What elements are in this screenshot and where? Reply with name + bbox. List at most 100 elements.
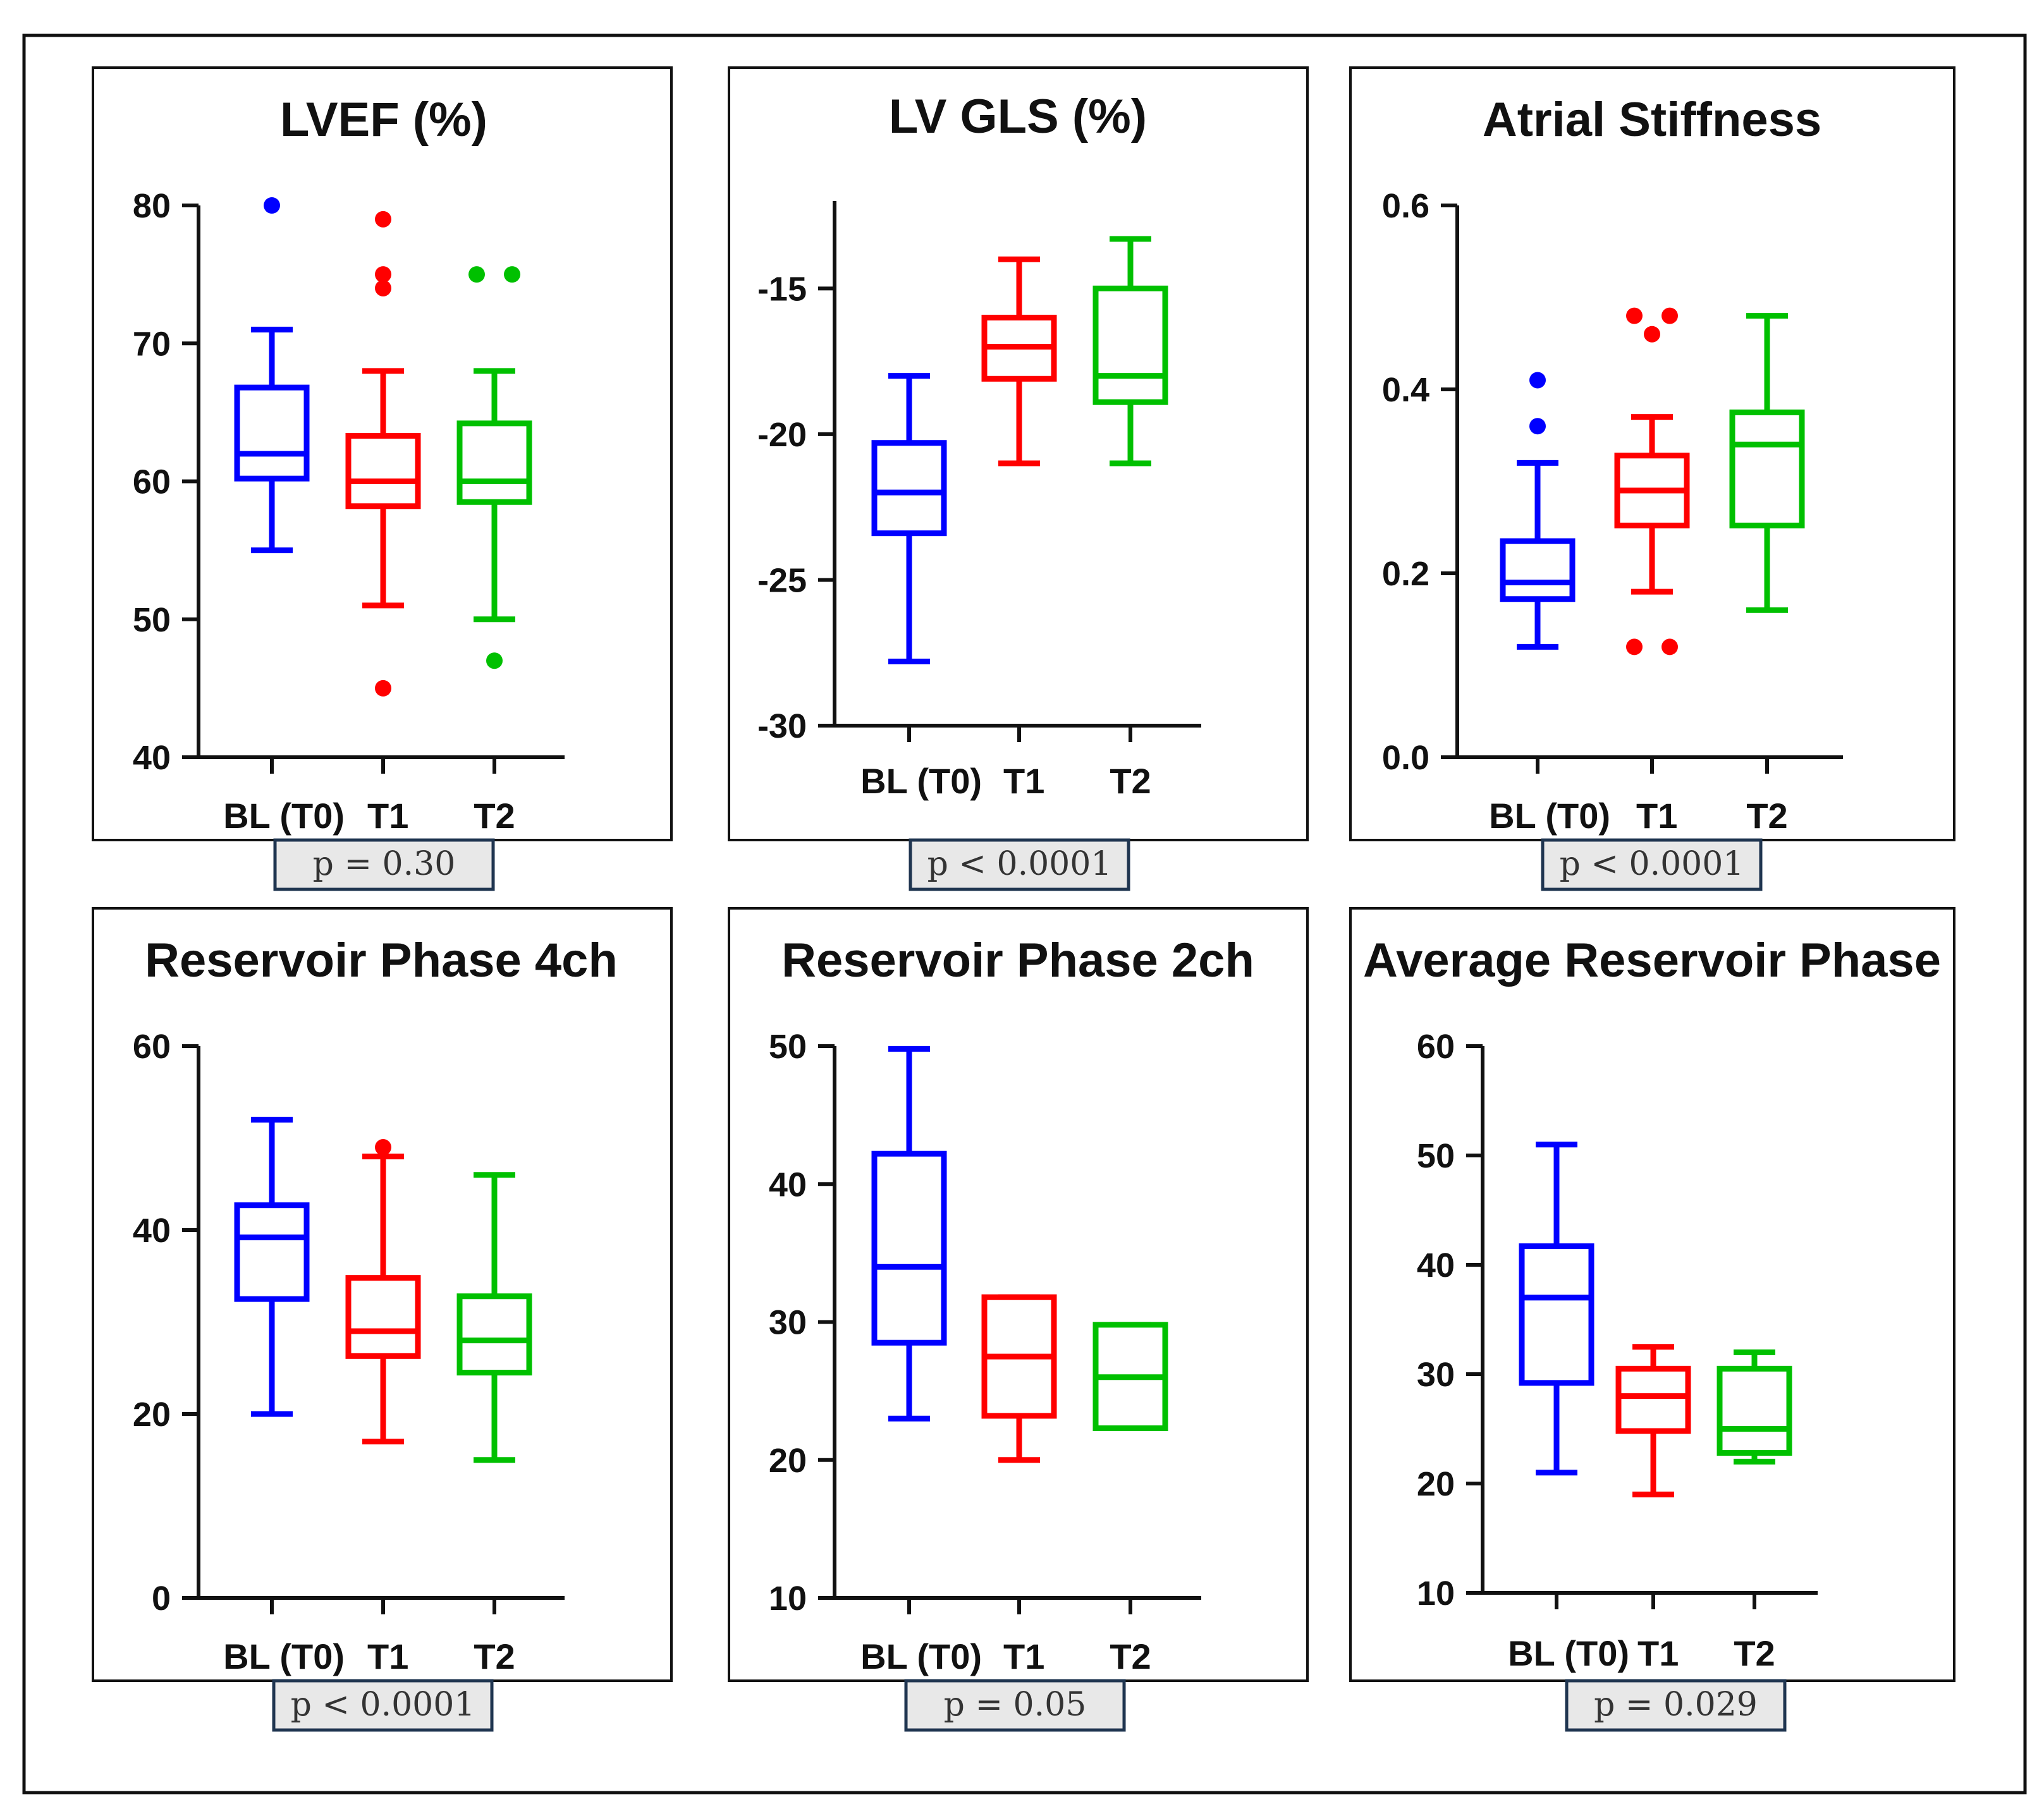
box-3 xyxy=(1092,236,1168,466)
outlier-point xyxy=(486,652,503,669)
outlier-point xyxy=(468,266,485,283)
p-value-label: p = 0.05 xyxy=(944,1686,1087,1724)
y-tick-label: -30 xyxy=(757,707,807,745)
box-3 xyxy=(456,1172,532,1463)
y-tick-label: 60 xyxy=(133,463,171,501)
outlier-point xyxy=(1662,638,1678,655)
y-tick-label: -20 xyxy=(757,416,807,454)
y-tick-label: 10 xyxy=(1417,1575,1455,1612)
y-tick-label: 50 xyxy=(769,1028,807,1066)
x-category-label: T1 xyxy=(1636,796,1677,836)
figure-border xyxy=(22,34,2027,1795)
outlier-point xyxy=(375,679,391,697)
box-2 xyxy=(981,256,1057,466)
x-category-label: BL (T0) xyxy=(1489,796,1610,836)
p-value-label: p = 0.30 xyxy=(313,845,456,883)
iqr-box xyxy=(1615,1365,1691,1434)
outlier-point xyxy=(264,197,280,214)
outlier-point xyxy=(1626,307,1643,324)
y-tick-label: 30 xyxy=(769,1304,807,1342)
y-tick-label: 0.2 xyxy=(1382,555,1429,593)
outlier-point xyxy=(1662,307,1678,324)
panel-title: LV GLS (%) xyxy=(889,90,1147,143)
iqr-box xyxy=(1717,1365,1792,1456)
p-value-label: p < 0.0001 xyxy=(291,1686,475,1724)
p-value-box xyxy=(1565,1679,1787,1732)
iqr-box xyxy=(234,384,310,482)
y-tick-label: 40 xyxy=(133,1212,171,1250)
y-tick-label: 20 xyxy=(769,1442,807,1480)
panel-title: Atrial Stiffness xyxy=(1483,93,1821,147)
iqr-box xyxy=(1092,285,1168,405)
x-category-label: T1 xyxy=(367,1636,408,1676)
y-tick-label: 0.0 xyxy=(1382,739,1429,777)
y-tick-label: 30 xyxy=(1417,1356,1455,1394)
x-category-label: BL (T0) xyxy=(223,1636,345,1676)
x-category-label: T2 xyxy=(1110,1636,1151,1676)
y-tick-label: 0 xyxy=(152,1580,171,1618)
panel-title: Average Reservoir Phase xyxy=(1363,934,1941,987)
x-category-label: T1 xyxy=(1637,1633,1679,1673)
p-value-label: p < 0.0001 xyxy=(927,845,1112,883)
panel-4: Reservoir Phase 4ch 0 20 40 60 BL (T0) T1 T2 p <… xyxy=(92,907,673,1732)
box-1 xyxy=(871,373,947,665)
iqr-box xyxy=(456,420,532,505)
iqr-box xyxy=(345,1275,421,1359)
y-tick-label: 50 xyxy=(133,601,171,639)
y-tick-label: 80 xyxy=(133,187,171,225)
x-category-label: T2 xyxy=(1746,796,1787,836)
iqr-box xyxy=(345,432,421,509)
p-value-label: p = 0.029 xyxy=(1594,1686,1758,1724)
box-2 xyxy=(1614,307,1690,655)
box-1 xyxy=(1519,1142,1594,1476)
y-tick-label: 40 xyxy=(769,1166,807,1204)
box-3 xyxy=(1729,313,1805,613)
outlier-point xyxy=(504,266,520,283)
y-tick-label: 10 xyxy=(769,1580,807,1618)
panel-title: Reservoir Phase 4ch xyxy=(145,934,618,987)
y-tick-label: 50 xyxy=(1417,1137,1455,1175)
y-tick-label: -25 xyxy=(757,561,807,599)
outlier-point xyxy=(1626,638,1643,655)
box-3 xyxy=(456,266,532,669)
p-value-box xyxy=(909,838,1130,891)
box-2 xyxy=(345,1139,421,1445)
x-category-label: BL (T0) xyxy=(860,761,982,801)
panel-6: Average Reservoir Phase 10 20 30 40 50 60 BL (T… xyxy=(1349,907,1955,1732)
outlier-point xyxy=(375,1139,391,1156)
box-2 xyxy=(345,210,421,697)
x-category-label: T2 xyxy=(474,796,515,836)
p-value-box xyxy=(904,1679,1126,1732)
p-value-box xyxy=(1541,838,1763,891)
iqr-box xyxy=(871,440,947,537)
x-category-label: T1 xyxy=(1003,761,1044,801)
x-category-label: BL (T0) xyxy=(223,796,345,836)
panel-title: LVEF (%) xyxy=(280,93,487,147)
p-value-box xyxy=(272,1679,494,1732)
box-1 xyxy=(234,197,310,554)
panel-title: Reservoir Phase 2ch xyxy=(781,934,1254,987)
x-category-label: T1 xyxy=(367,796,408,836)
outlier-point xyxy=(375,266,391,283)
iqr-box xyxy=(871,1150,947,1346)
box-1 xyxy=(871,1045,947,1422)
panel-5: Reservoir Phase 2ch 10 20 30 40 50 BL (T0) T1 T2… xyxy=(728,907,1309,1732)
y-tick-label: 40 xyxy=(1417,1246,1455,1284)
y-tick-label: 60 xyxy=(1417,1028,1455,1066)
iqr-box xyxy=(234,1202,310,1302)
y-tick-label: 0.6 xyxy=(1382,187,1429,225)
x-category-label: BL (T0) xyxy=(1508,1633,1629,1673)
outlier-point xyxy=(1529,372,1546,389)
x-category-label: T2 xyxy=(1734,1633,1775,1673)
y-tick-label: 40 xyxy=(133,739,171,777)
iqr-box xyxy=(1729,409,1805,528)
y-tick-label: 0.4 xyxy=(1382,371,1429,409)
y-tick-label: -15 xyxy=(757,270,807,308)
box-3 xyxy=(1092,1322,1168,1432)
panel-1: LVEF (%) 40 50 60 70 80 BL (T0) T1 T2 p = 0.30 xyxy=(92,66,673,891)
box-2 xyxy=(1615,1344,1691,1497)
x-category-label: T2 xyxy=(474,1636,515,1676)
box-2 xyxy=(981,1294,1057,1463)
iqr-box xyxy=(1500,538,1576,602)
